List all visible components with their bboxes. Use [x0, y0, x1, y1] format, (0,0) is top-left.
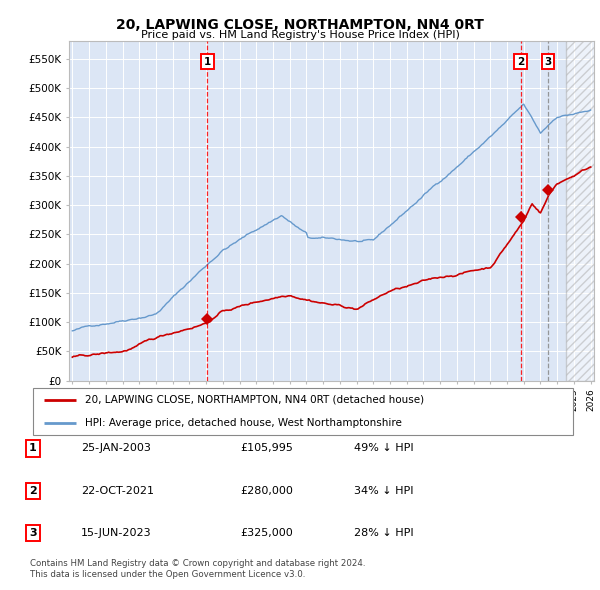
Text: 20, LAPWING CLOSE, NORTHAMPTON, NN4 0RT (detached house): 20, LAPWING CLOSE, NORTHAMPTON, NN4 0RT … — [85, 395, 424, 405]
Text: 28% ↓ HPI: 28% ↓ HPI — [354, 529, 413, 538]
Text: 22-OCT-2021: 22-OCT-2021 — [81, 486, 154, 496]
Text: 20, LAPWING CLOSE, NORTHAMPTON, NN4 0RT: 20, LAPWING CLOSE, NORTHAMPTON, NN4 0RT — [116, 18, 484, 32]
Text: £105,995: £105,995 — [240, 444, 293, 453]
Text: 34% ↓ HPI: 34% ↓ HPI — [354, 486, 413, 496]
FancyBboxPatch shape — [33, 388, 573, 435]
Text: £325,000: £325,000 — [240, 529, 293, 538]
Text: 3: 3 — [545, 57, 552, 67]
Text: 1: 1 — [203, 57, 211, 67]
Text: Contains HM Land Registry data © Crown copyright and database right 2024.
This d: Contains HM Land Registry data © Crown c… — [30, 559, 365, 579]
Text: HPI: Average price, detached house, West Northamptonshire: HPI: Average price, detached house, West… — [85, 418, 401, 428]
Text: £280,000: £280,000 — [240, 486, 293, 496]
Text: 2: 2 — [29, 486, 37, 496]
Text: Price paid vs. HM Land Registry's House Price Index (HPI): Price paid vs. HM Land Registry's House … — [140, 30, 460, 40]
Text: 3: 3 — [29, 529, 37, 538]
Text: 1: 1 — [29, 444, 37, 453]
Text: 15-JUN-2023: 15-JUN-2023 — [81, 529, 152, 538]
Text: 25-JAN-2003: 25-JAN-2003 — [81, 444, 151, 453]
Text: 2: 2 — [517, 57, 524, 67]
Text: 49% ↓ HPI: 49% ↓ HPI — [354, 444, 413, 453]
